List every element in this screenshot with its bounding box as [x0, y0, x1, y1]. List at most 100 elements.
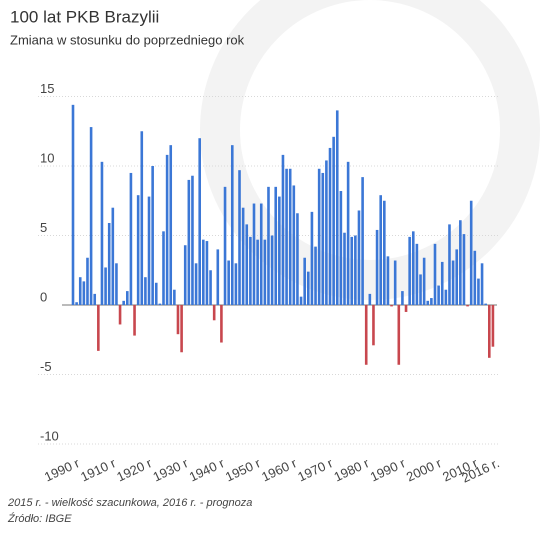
bar	[259, 203, 263, 305]
bar	[180, 305, 183, 353]
bar	[317, 168, 321, 305]
bar	[328, 147, 332, 305]
bar	[404, 305, 408, 312]
bar	[321, 172, 325, 305]
bar	[173, 289, 176, 305]
bar	[71, 104, 75, 305]
bar	[415, 243, 419, 305]
bar	[129, 172, 133, 305]
bar	[144, 277, 147, 305]
bar	[263, 239, 267, 305]
bar	[444, 289, 448, 305]
bar	[335, 110, 339, 306]
bar	[202, 239, 205, 305]
bar	[397, 305, 401, 365]
bar	[198, 138, 201, 305]
bar	[462, 234, 466, 305]
bar	[419, 274, 422, 305]
watermark	[200, 0, 540, 300]
bar	[100, 161, 104, 305]
bar	[191, 175, 194, 305]
bar	[278, 196, 281, 305]
bar	[285, 168, 288, 305]
bar	[448, 224, 451, 305]
bar	[426, 300, 430, 305]
bar	[151, 166, 154, 305]
bar	[314, 246, 317, 305]
bar	[230, 145, 234, 305]
bar	[477, 278, 480, 305]
bar	[339, 191, 343, 305]
bar	[440, 261, 444, 305]
bar	[357, 210, 361, 305]
bar	[234, 263, 238, 305]
bar	[332, 136, 335, 305]
bar	[491, 305, 495, 347]
bar	[220, 305, 223, 343]
bar	[115, 263, 118, 305]
bar	[372, 305, 375, 346]
bar	[238, 170, 241, 305]
bar	[310, 211, 314, 305]
bar	[133, 305, 136, 336]
bar	[422, 257, 426, 305]
bar	[484, 303, 487, 305]
bar	[488, 305, 491, 358]
bar	[104, 267, 107, 305]
bar	[209, 270, 212, 305]
bar	[267, 186, 270, 305]
bar	[350, 236, 354, 305]
bar	[212, 305, 216, 321]
bar	[270, 235, 274, 305]
bar	[86, 257, 89, 305]
bar	[165, 154, 169, 305]
bar	[364, 305, 368, 365]
bar	[245, 224, 249, 305]
source: Źródło: IBGE	[7, 512, 72, 525]
bar	[227, 260, 230, 305]
bar	[194, 263, 198, 305]
y-tick-label: 0	[40, 289, 47, 304]
bar	[118, 305, 122, 325]
bar	[296, 213, 299, 305]
bar	[386, 256, 390, 305]
bar	[256, 239, 259, 305]
bar	[354, 235, 357, 305]
bar	[368, 293, 372, 305]
bar	[390, 305, 393, 307]
note: 2015 r. - wielkość szacunkowa, 2016 r. -…	[7, 497, 252, 509]
chart-title: 100 lat PKB Brazylii	[10, 7, 159, 26]
chart-subtitle: Zmiana w stosunku do poprzedniego rok	[10, 32, 245, 47]
bar	[126, 291, 129, 305]
bar	[147, 196, 151, 305]
bar	[401, 291, 404, 305]
bar	[107, 222, 111, 305]
bar	[451, 260, 455, 305]
bar	[183, 245, 187, 305]
bar	[140, 131, 144, 305]
bar	[136, 195, 140, 305]
bar	[252, 203, 256, 305]
bar	[216, 249, 220, 305]
bar	[480, 263, 484, 305]
bar	[82, 281, 86, 305]
bar	[408, 236, 411, 305]
bar	[469, 200, 473, 305]
bar	[466, 305, 469, 307]
bar	[299, 296, 303, 305]
bar	[473, 250, 477, 305]
bar	[176, 305, 180, 335]
bar	[459, 220, 462, 305]
bar	[187, 179, 191, 305]
bar	[379, 195, 382, 305]
bar	[241, 207, 245, 305]
bar	[122, 300, 125, 305]
bar	[393, 260, 397, 305]
bar	[346, 161, 350, 305]
bar	[89, 127, 93, 305]
bar	[361, 177, 364, 305]
bar	[111, 207, 115, 305]
bar	[343, 232, 346, 305]
bar	[223, 186, 227, 305]
